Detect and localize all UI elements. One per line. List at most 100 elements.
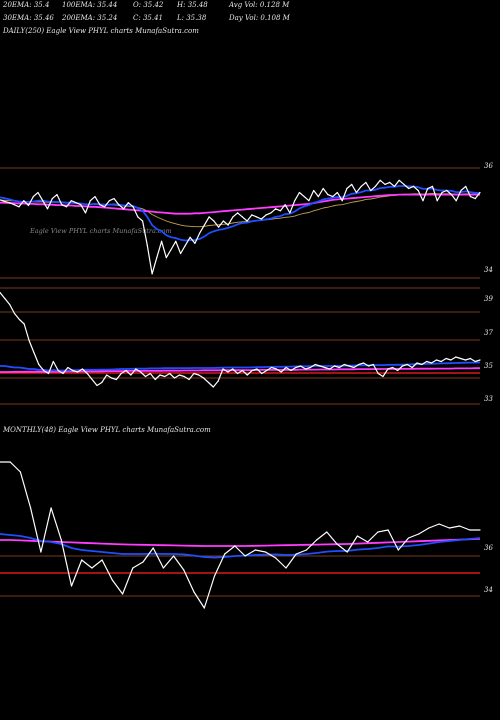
daily-secondary-price-point: [251, 369, 253, 372]
daily-secondary-price-point: [353, 366, 355, 369]
daily-secondary-price-point: [319, 365, 321, 367]
daily-price-point: [260, 218, 262, 220]
daily-secondary-price-point: [106, 374, 108, 376]
daily-secondary-price-point: [460, 357, 462, 360]
monthly-price-point: [367, 541, 369, 543]
monthly-price-point: [305, 549, 307, 551]
daily-price-point: [275, 208, 277, 210]
daily-panel-label: DAILY(250) Eagle View PHYL charts Munafa…: [3, 27, 199, 35]
daily-secondary-price-point: [178, 374, 180, 376]
monthly-price-point: [346, 551, 348, 553]
daily-secondary-price-point: [198, 374, 200, 376]
daily-price-point: [294, 200, 296, 202]
monthly-price-point: [326, 531, 328, 533]
daily-price-point: [346, 187, 348, 190]
daily-secondary-price-point: [474, 360, 476, 363]
daily-secondary-price-point: [203, 377, 205, 379]
daily-price-point: [436, 200, 438, 202]
daily-secondary-price-point: [309, 366, 311, 369]
daily-price-point: [75, 202, 77, 204]
daily-price-point: [142, 220, 144, 222]
monthly-price-point: [152, 547, 154, 549]
low-readout: L: 35.38: [177, 14, 207, 22]
daily-price-point: [156, 257, 158, 259]
daily-secondary-price-point: [464, 359, 467, 361]
daily-secondary-price-point: [23, 323, 25, 325]
daily-price-point: [237, 212, 239, 214]
monthly-price-point: [448, 527, 450, 529]
daily-watermark: Eagle View PHYL charts MunafaSutra.com: [30, 227, 172, 235]
daily-price-point: [384, 183, 386, 185]
monthly-price-point: [101, 559, 103, 561]
daily-secondary-tick-33: 33: [484, 395, 493, 403]
daily-price-point: [42, 200, 44, 202]
daily-secondary-price-point: [426, 360, 428, 363]
monthly-price-point: [40, 551, 42, 553]
daily-price-point: [32, 196, 34, 198]
monthly-ema-slow-line: [0, 537, 481, 547]
daily-price-point: [270, 212, 272, 214]
daily-secondary-price-point: [280, 371, 282, 373]
daily-price-point: [460, 189, 462, 192]
monthly-price-point: [356, 535, 358, 537]
monthly-price-point: [50, 507, 52, 509]
monthly-price-point: [459, 525, 461, 527]
daily-price-point: [189, 236, 191, 238]
daily-price-point: [123, 208, 125, 210]
daily-secondary-price-point: [232, 368, 234, 370]
daily-secondary-price-point: [91, 378, 93, 381]
monthly-price-point: [264, 551, 267, 553]
monthly-price-point: [111, 579, 113, 581]
monthly-price-point: [81, 559, 83, 561]
daily-secondary-price-point: [445, 357, 447, 360]
daily-secondary-price-point: [329, 368, 331, 370]
daily-secondary-tick-39: 39: [484, 295, 493, 303]
daily-price-point: [379, 179, 381, 181]
daily-secondary-price-point: [440, 360, 442, 363]
daily-secondary-price-point: [62, 372, 64, 375]
daily-secondary-price-point: [47, 372, 50, 375]
daily-price-point: [70, 200, 72, 202]
daily-tick-36: 36: [484, 162, 493, 170]
daily-price-point: [355, 191, 357, 194]
daily-secondary-price-point: [300, 365, 302, 367]
daily-price-point: [241, 216, 243, 218]
daily-secondary-price-point: [295, 366, 297, 369]
daily-price-point: [137, 216, 139, 218]
daily-secondary-price-point: [154, 378, 156, 381]
daily-secondary-price-point: [275, 368, 277, 370]
daily-price-point: [374, 185, 376, 187]
daily-price-point: [203, 224, 205, 226]
daily-secondary-price-point: [57, 369, 59, 372]
daily-secondary-price-point: [367, 365, 370, 367]
daily-secondary-price-point: [120, 372, 122, 375]
daily-price-point: [8, 202, 11, 204]
daily-price-point: [0, 199, 1, 201]
monthly-price-point: [377, 531, 379, 533]
daily-price-point: [184, 244, 186, 246]
daily-price-point: [37, 191, 39, 194]
daily-price-point: [393, 185, 396, 187]
daily-price-point: [455, 200, 457, 202]
daily-secondary-price-point: [411, 366, 413, 369]
monthly-price-point: [162, 567, 164, 569]
daily-price-point: [208, 216, 210, 218]
daily-price-point: [298, 191, 300, 194]
daily-secondary-price-point: [217, 380, 219, 382]
daily-price-point: [175, 240, 177, 242]
daily-price-point: [27, 204, 30, 207]
daily-secondary-price-point: [115, 378, 117, 381]
daily-secondary-price-point: [435, 359, 437, 361]
daily-secondary-price-point: [401, 365, 403, 367]
daily-price-point: [99, 204, 101, 206]
daily-price-point: [303, 196, 305, 198]
daily-secondary-price-point: [96, 384, 98, 387]
daily-price-point: [336, 191, 338, 194]
daily-price-point: [251, 214, 253, 216]
daily-secondary-price-point: [338, 366, 340, 369]
daily-secondary-price-point: [144, 375, 147, 378]
high-readout: H: 35.48: [177, 1, 208, 9]
daily-price-point: [317, 196, 319, 198]
daily-price-point: [441, 191, 443, 194]
daily-secondary-price-point: [183, 375, 185, 378]
